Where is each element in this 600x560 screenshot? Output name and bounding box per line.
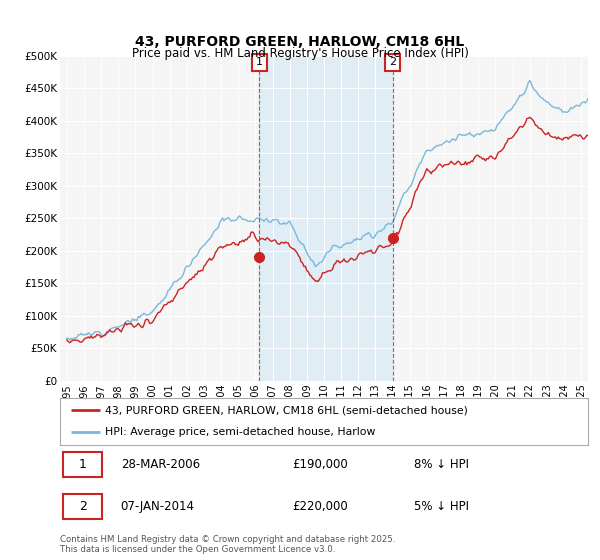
- Text: 28-MAR-2006: 28-MAR-2006: [121, 458, 200, 471]
- Text: 1: 1: [256, 58, 263, 68]
- Text: £190,000: £190,000: [292, 458, 348, 471]
- Text: 43, PURFORD GREEN, HARLOW, CM18 6HL: 43, PURFORD GREEN, HARLOW, CM18 6HL: [136, 35, 464, 49]
- Bar: [62, 452, 102, 477]
- Text: 2: 2: [389, 58, 397, 68]
- Bar: [259, 56, 393, 381]
- Text: HPI: Average price, semi-detached house, Harlow: HPI: Average price, semi-detached house,…: [105, 427, 375, 437]
- Bar: [62, 494, 102, 519]
- Text: 43, PURFORD GREEN, HARLOW, CM18 6HL (semi-detached house): 43, PURFORD GREEN, HARLOW, CM18 6HL (sem…: [105, 405, 468, 416]
- Text: 5% ↓ HPI: 5% ↓ HPI: [414, 500, 469, 513]
- Text: 1: 1: [79, 458, 86, 471]
- Text: Price paid vs. HM Land Registry's House Price Index (HPI): Price paid vs. HM Land Registry's House …: [131, 46, 469, 60]
- Text: 8% ↓ HPI: 8% ↓ HPI: [414, 458, 469, 471]
- Text: 07-JAN-2014: 07-JAN-2014: [121, 500, 195, 513]
- Text: Contains HM Land Registry data © Crown copyright and database right 2025.
This d: Contains HM Land Registry data © Crown c…: [60, 535, 395, 554]
- Text: £220,000: £220,000: [292, 500, 348, 513]
- Text: 2: 2: [79, 500, 86, 513]
